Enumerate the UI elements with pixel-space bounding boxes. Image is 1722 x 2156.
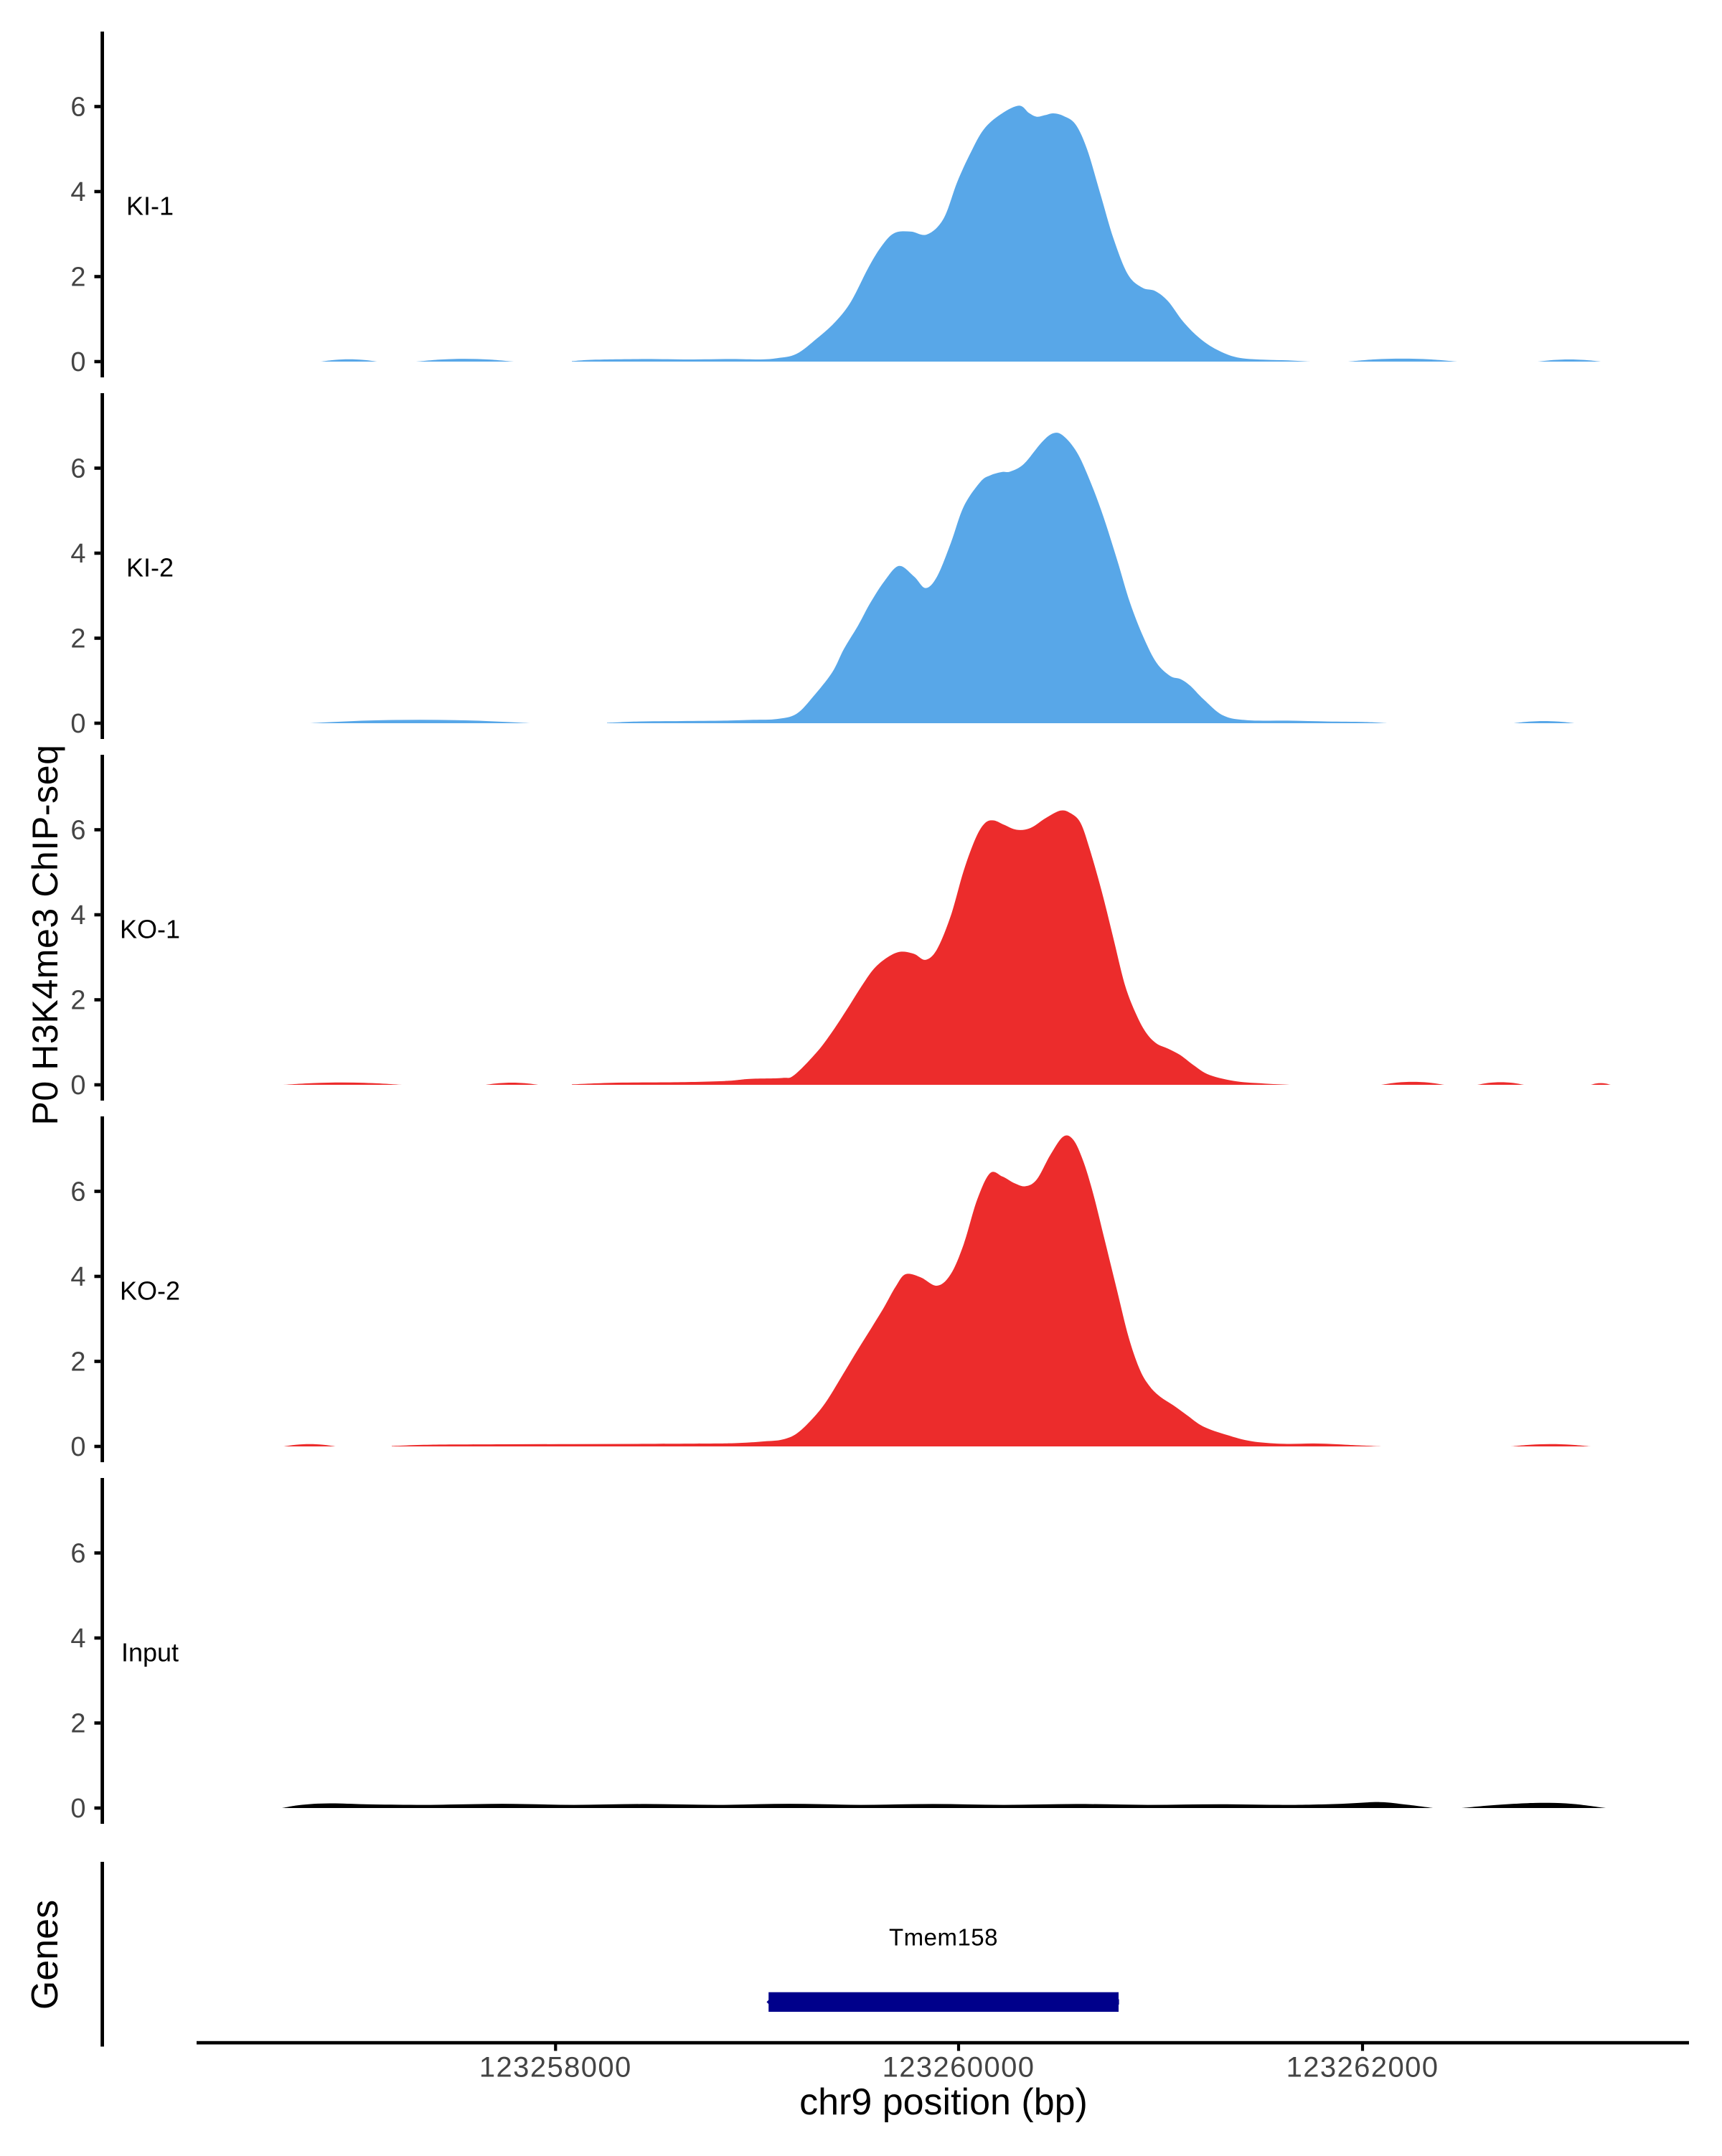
svg-text:4: 4 [70, 900, 85, 931]
svg-text:123258000: 123258000 [479, 2052, 632, 2084]
svg-text:6: 6 [70, 1177, 85, 1208]
svg-text:2: 2 [70, 624, 85, 654]
svg-text:6: 6 [70, 93, 85, 123]
svg-text:6: 6 [70, 816, 85, 846]
svg-text:0: 0 [70, 1794, 85, 1824]
svg-text:2: 2 [70, 1709, 85, 1739]
svg-text:6: 6 [70, 1539, 85, 1569]
svg-text:KO-1: KO-1 [120, 914, 180, 943]
svg-text:2: 2 [70, 263, 85, 293]
svg-text:P0 H3K4me3 ChIP-seq: P0 H3K4me3 ChIP-seq [25, 744, 65, 1125]
svg-text:0: 0 [70, 1432, 85, 1462]
svg-text:4: 4 [70, 177, 85, 207]
svg-text:123260000: 123260000 [883, 2052, 1035, 2084]
svg-text:Input: Input [121, 1637, 179, 1667]
svg-text:Tmem158: Tmem158 [889, 1924, 998, 1951]
svg-text:4: 4 [70, 1624, 85, 1654]
svg-text:KI-1: KI-1 [126, 191, 174, 220]
svg-text:4: 4 [70, 539, 85, 569]
svg-text:chr9 position (bp): chr9 position (bp) [799, 2081, 1088, 2123]
svg-text:0: 0 [70, 347, 85, 377]
svg-text:4: 4 [70, 1262, 85, 1292]
svg-text:Genes: Genes [24, 1900, 66, 2010]
svg-text:2: 2 [70, 986, 85, 1016]
svg-text:123262000: 123262000 [1286, 2052, 1439, 2084]
svg-text:KI-2: KI-2 [126, 552, 174, 582]
svg-text:KO-2: KO-2 [120, 1276, 180, 1305]
svg-text:0: 0 [70, 709, 85, 739]
svg-text:2: 2 [70, 1347, 85, 1378]
svg-text:6: 6 [70, 454, 85, 484]
svg-text:0: 0 [70, 1070, 85, 1101]
